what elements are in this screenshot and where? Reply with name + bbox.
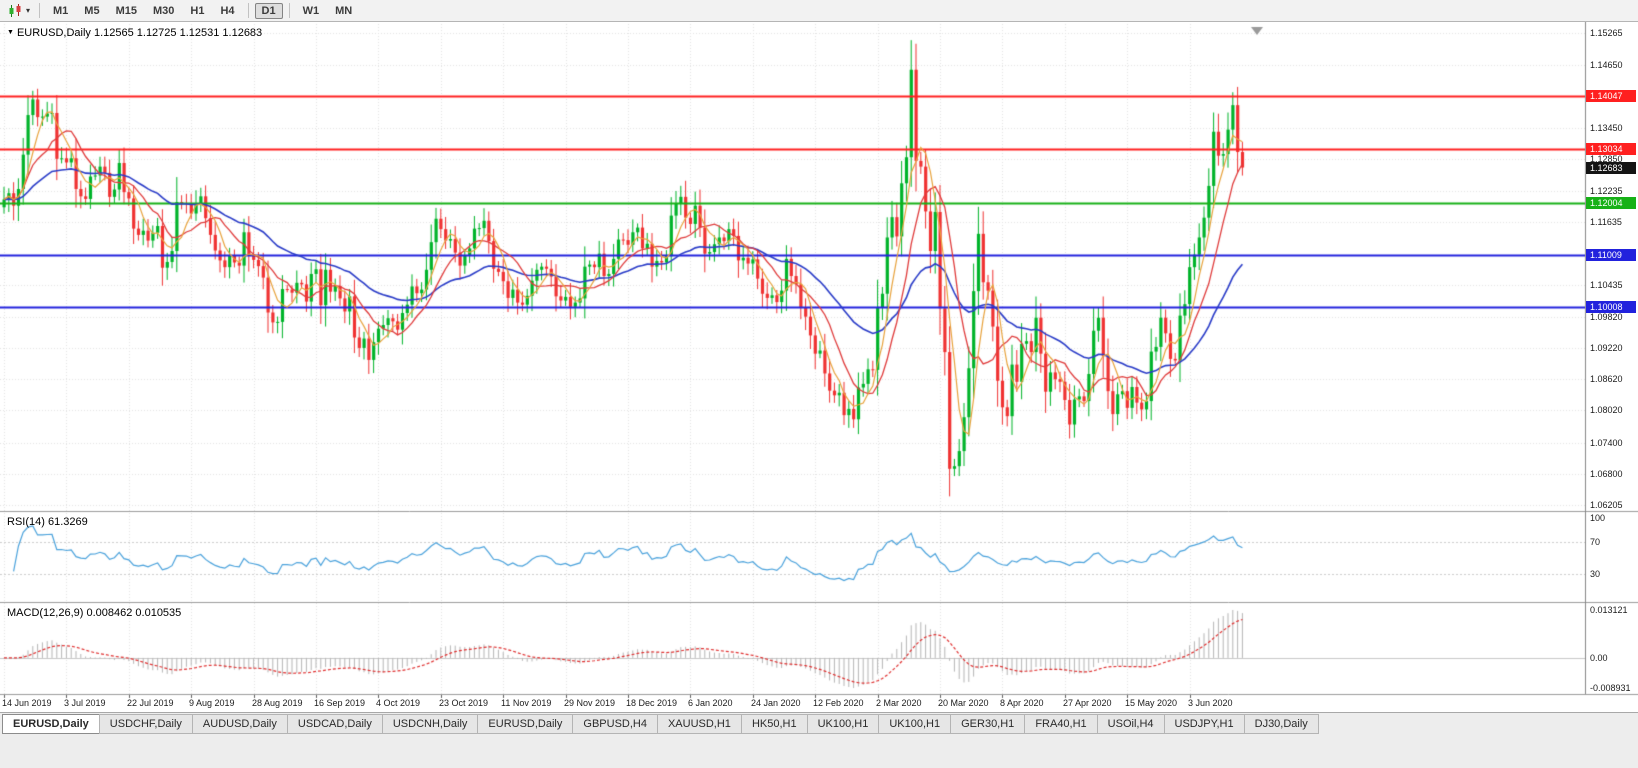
chart-tab-13[interactable]: USOil,H4 (1096, 714, 1165, 734)
timeframe-button-h1[interactable]: H1 (190, 4, 205, 17)
rsi-axis-label: 70 (1590, 537, 1601, 547)
date-axis-label: 23 Oct 2019 (439, 698, 489, 708)
price-axis-label: 1.06205 (1590, 500, 1623, 510)
date-axis-label: 9 Aug 2019 (189, 698, 235, 708)
collapse-triangle-icon: ▼ (7, 29, 14, 36)
candlestick-chart-icon (9, 3, 21, 17)
price-level-tag: 1.12004 (1586, 197, 1636, 209)
price-axis-label: 1.06800 (1590, 469, 1623, 479)
date-axis-label: 24 Jan 2020 (751, 698, 801, 708)
timeframe-button-m15[interactable]: M15 (115, 4, 137, 17)
timeframe-button-m30[interactable]: M30 (152, 4, 175, 17)
chart-tab-7[interactable]: XAUUSD,H1 (656, 714, 742, 734)
date-axis-label: 14 Jun 2019 (2, 698, 52, 708)
chart-tab-12[interactable]: FRA40,H1 (1024, 714, 1098, 734)
chart-tab-4[interactable]: USDCNH,Daily (381, 714, 479, 734)
date-axis-label: 8 Apr 2020 (1000, 698, 1044, 708)
timeframe-button-m1[interactable]: M1 (53, 4, 69, 17)
date-axis-label: 27 Apr 2020 (1063, 698, 1112, 708)
chart-tab-14[interactable]: USDJPY,H1 (1163, 714, 1245, 734)
current-price-tag: 1.12683 (1586, 162, 1636, 174)
price-axis-label: 1.11635 (1590, 217, 1622, 227)
dropdown-caret-icon: ▾ (26, 6, 31, 15)
chart-tab-1[interactable]: USDCHF,Daily (98, 714, 193, 734)
date-axis-label: 20 Mar 2020 (938, 698, 989, 708)
chart-tab-6[interactable]: GBPUSD,H4 (572, 714, 658, 734)
date-axis-label: 29 Nov 2019 (564, 698, 616, 708)
date-axis-label: 12 Feb 2020 (813, 698, 864, 708)
toolbar: ▾ M1 M5 M15 M30 H1 H4 D1 W1 MN (0, 0, 1638, 22)
price-axis-label: 1.07400 (1590, 438, 1623, 448)
date-axis-label: 28 Aug 2019 (252, 698, 303, 708)
date-axis-label: 2 Mar 2020 (876, 698, 922, 708)
chart-tab-2[interactable]: AUDUSD,Daily (191, 714, 288, 734)
price-axis-label: 1.15265 (1590, 28, 1623, 38)
rsi-panel-header: RSI(14) 61.3269 (7, 516, 88, 528)
timeframe-button-w1[interactable]: W1 (302, 4, 320, 17)
timeframe-button-d1[interactable]: D1 (254, 2, 283, 19)
timeframe-button-mn[interactable]: MN (335, 4, 353, 17)
chart-type-button[interactable]: ▾ (4, 3, 34, 18)
chart-symbol-header: ▼ EURUSD,Daily 1.12565 1.12725 1.12531 1.… (7, 27, 262, 39)
toolbar-separator (288, 3, 290, 18)
price-axis-label: 1.12850 (1590, 154, 1623, 164)
chart-tab-5[interactable]: EURUSD,Daily (477, 714, 574, 734)
chart-tab-8[interactable]: HK50,H1 (740, 714, 808, 734)
chart-tab-15[interactable]: DJ30,Daily (1243, 714, 1319, 734)
date-axis-label: 15 May 2020 (1125, 698, 1178, 708)
date-axis-label: 18 Dec 2019 (626, 698, 678, 708)
macd-axis-label: 0.013121 (1590, 605, 1628, 615)
price-level-tag: 1.11009 (1586, 249, 1636, 261)
date-axis-label: 3 Jul 2019 (64, 698, 106, 708)
chart-tab-3[interactable]: USDCAD,Daily (286, 714, 383, 734)
chart-tab-0[interactable]: EURUSD,Daily (2, 714, 100, 734)
toolbar-separator (247, 3, 249, 18)
chart-tab-11[interactable]: GER30,H1 (950, 714, 1026, 734)
price-axis-label: 1.14650 (1590, 60, 1623, 70)
chart-tab-9[interactable]: UK100,H1 (806, 714, 880, 734)
timeframe-button-m5[interactable]: M5 (84, 4, 100, 17)
price-axis-label: 1.13450 (1590, 123, 1623, 133)
price-axis-label: 1.08620 (1590, 374, 1623, 384)
macd-panel-header: MACD(12,26,9) 0.008462 0.010535 (7, 607, 182, 619)
price-level-tag: 1.14047 (1586, 90, 1636, 102)
chart-tab-bar: EURUSD,Daily USDCHF,Daily AUDUSD,Daily USDC… (0, 712, 1638, 768)
date-axis-label: 11 Nov 2019 (501, 698, 552, 708)
date-axis-label: 3 Jun 2020 (1188, 698, 1233, 708)
timeframe-button-h4[interactable]: H4 (220, 4, 235, 17)
macd-axis-label: -0.008931 (1590, 683, 1631, 693)
toolbar-separator (39, 3, 41, 18)
price-level-tag: 1.10008 (1586, 301, 1636, 313)
date-axis-label: 4 Oct 2019 (376, 698, 421, 708)
date-axis-label: 6 Jan 2020 (688, 698, 733, 708)
timeframe-button-group: M1 M5 M15 M30 H1 H4 D1 W1 MN (45, 2, 360, 19)
macd-axis-label: 0.00 (1590, 653, 1608, 663)
symbol-ohlc-text: EURUSD,Daily 1.12565 1.12725 1.12531 1.1… (16, 27, 263, 39)
date-axis-label: 16 Sep 2019 (314, 698, 366, 708)
price-axis-label: 1.10435 (1590, 280, 1623, 290)
price-axis-label: 1.09820 (1590, 312, 1623, 322)
date-axis-label: 22 Jul 2019 (127, 698, 174, 708)
chart-tab-10[interactable]: UK100,H1 (878, 714, 952, 734)
rsi-axis-label: 100 (1590, 513, 1606, 523)
price-level-tag: 1.13034 (1586, 143, 1636, 155)
chart-canvas[interactable] (0, 22, 1638, 712)
price-axis-label: 1.12235 (1590, 186, 1623, 196)
price-axis-label: 1.08020 (1590, 405, 1623, 415)
rsi-axis-label: 30 (1590, 569, 1601, 579)
price-axis-label: 1.09220 (1590, 343, 1623, 353)
